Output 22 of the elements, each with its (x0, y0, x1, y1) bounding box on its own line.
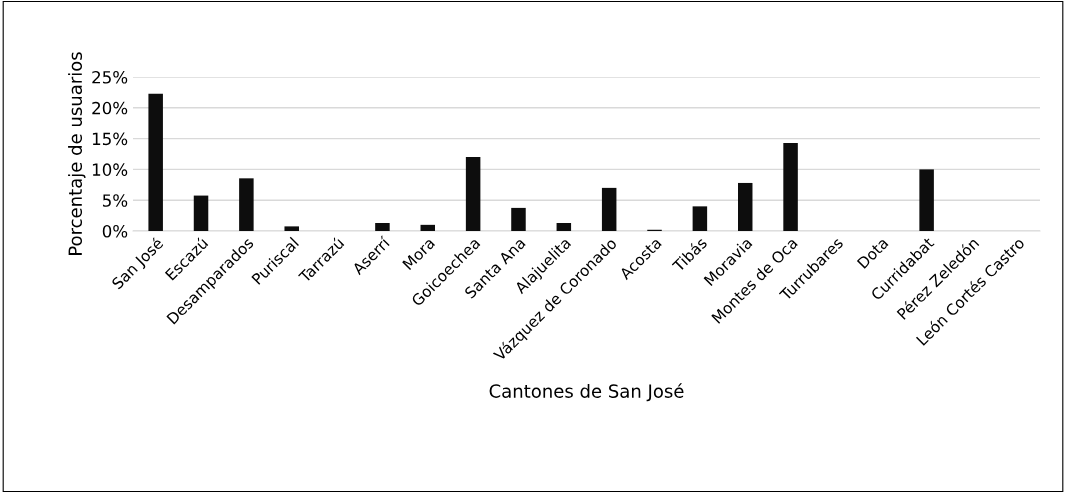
bar (465, 157, 481, 231)
y-tick-label: 10% (92, 163, 128, 176)
bar (148, 93, 163, 231)
bar (737, 182, 753, 231)
x-axis-title: Cantones de San José (489, 383, 684, 402)
bar (511, 207, 526, 231)
bar (239, 178, 254, 231)
bar (420, 224, 436, 231)
bar (284, 226, 299, 231)
bar (193, 195, 209, 231)
y-axis-title: Porcentaje de usuarios (68, 52, 86, 255)
y-tick-label: 0% (102, 224, 128, 238)
bar (375, 222, 390, 231)
bar (692, 206, 708, 231)
y-tick-label: 15% (92, 132, 128, 146)
y-tick-label: 5% (102, 194, 128, 207)
y-tick-label: 20% (92, 101, 128, 115)
y-tick-label: 25% (92, 70, 128, 84)
bar (556, 222, 572, 231)
bar (601, 187, 617, 231)
bar (919, 169, 934, 231)
bar (783, 142, 798, 231)
